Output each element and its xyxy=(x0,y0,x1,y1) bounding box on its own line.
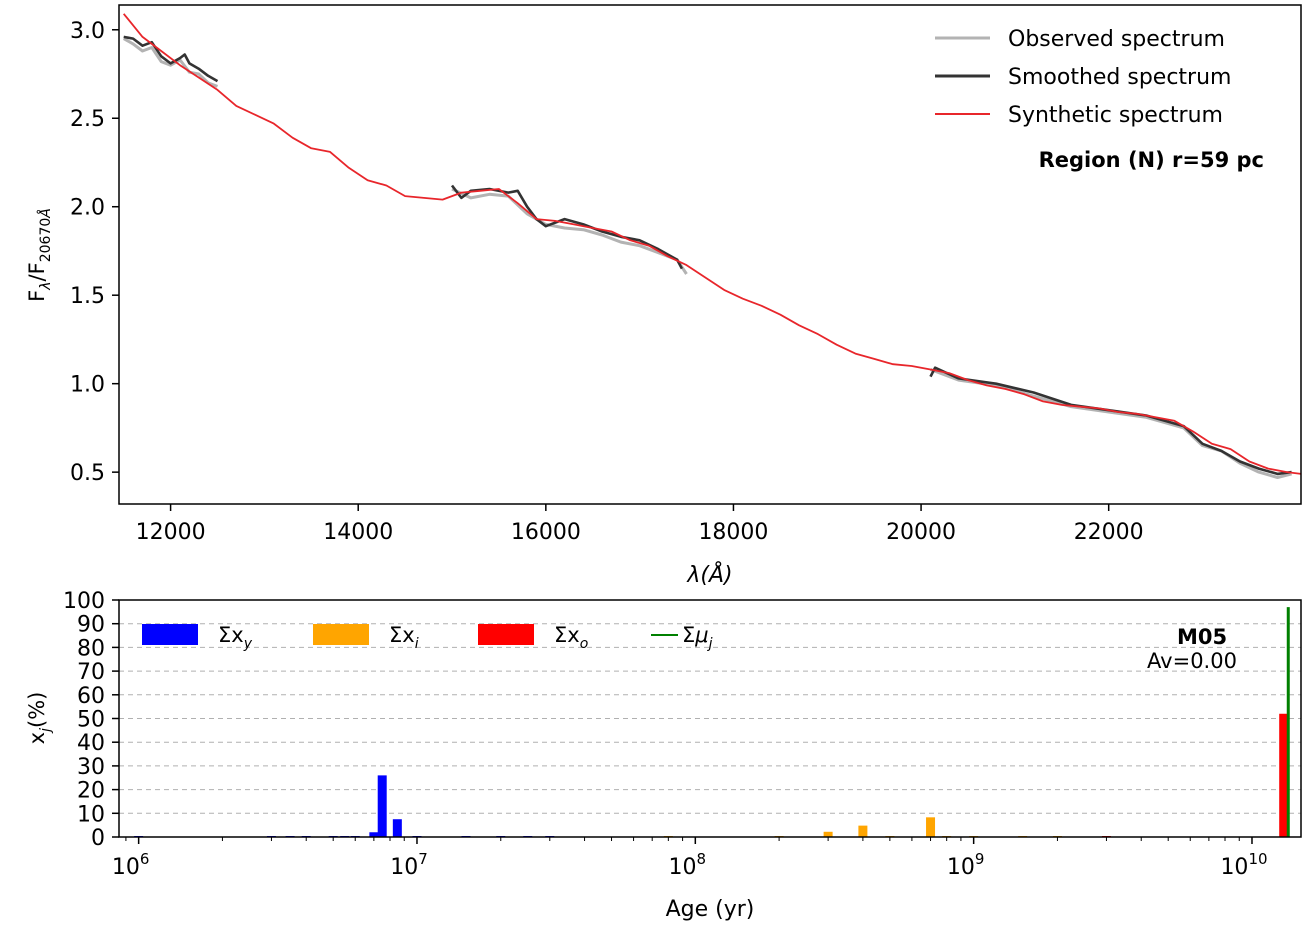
population-y-tick-label: 80 xyxy=(77,636,105,661)
spectrum-y-tick-label: 2.0 xyxy=(70,196,105,221)
population-bars-group xyxy=(134,607,1290,837)
legend-swatch-young xyxy=(142,624,198,645)
population-y-tick-label: 70 xyxy=(77,660,105,685)
spectrum-legend: Observed spectrum Smoothed spectrum Synt… xyxy=(935,27,1231,128)
population-y-tick-label: 40 xyxy=(77,731,105,756)
legend-label-observed: Observed spectrum xyxy=(1008,27,1225,52)
spectrum-x-tick-label: 18000 xyxy=(698,520,768,545)
population-y-tick-label: 90 xyxy=(77,613,105,638)
population-y-tick-label: 50 xyxy=(77,708,105,733)
population-y-tick-label: 20 xyxy=(77,779,105,804)
population-x-tick-label: 109 xyxy=(947,850,985,880)
population-bar-young xyxy=(392,819,402,837)
legend-label-synthetic: Synthetic spectrum xyxy=(1008,103,1223,128)
spectrum-x-tick-label: 22000 xyxy=(1074,520,1144,545)
legend-swatch-intermediate xyxy=(313,624,369,645)
spectrum-y-tick-label: 3.0 xyxy=(70,19,105,44)
population-x-axis-label: Age (yr) xyxy=(666,897,755,922)
spectrum-line-observed-0 xyxy=(122,37,219,88)
legend-label-young: Σxy xyxy=(218,623,253,652)
extinction-annotation: Av=0.00 xyxy=(1147,649,1237,673)
population-y-tick-label: 0 xyxy=(91,826,105,851)
spectrum-x-tick-label: 16000 xyxy=(511,520,581,545)
spectrum-x-tick-label: 12000 xyxy=(136,520,206,545)
spectrum-y-axis-label: Fλ/F20670Å xyxy=(25,208,54,302)
region-annotation: Region (N) r=59 pc xyxy=(1039,148,1264,172)
population-panel: 106 107 108 109 1010 0102030405060708090100 … xyxy=(25,589,1302,922)
legend-label-smoothed: Smoothed spectrum xyxy=(1008,65,1231,90)
population-y-tick-label: 10 xyxy=(77,802,105,827)
population-grid xyxy=(119,623,1301,814)
population-bar-young xyxy=(369,832,379,837)
spectrum-line-synthetic-0 xyxy=(123,13,1302,475)
legend-swatch-old xyxy=(478,624,534,645)
spectrum-panel: 12000 14000 16000 18000 20000 22000 0.5 1.0 1.5… xyxy=(25,4,1302,588)
population-y-tick-label: 30 xyxy=(77,755,105,780)
spectrum-series-group xyxy=(122,13,1302,479)
spectrum-y-tick-label: 0.5 xyxy=(70,461,105,486)
spectrum-y-tick-label: 2.5 xyxy=(70,107,105,132)
population-x-ticks: 106 107 108 109 1010 xyxy=(112,837,1268,880)
population-x-tick-label: 1010 xyxy=(1220,850,1267,880)
population-y-tick-label: 60 xyxy=(77,684,105,709)
population-bar-young xyxy=(377,775,387,837)
spectrum-line-observed-2 xyxy=(929,368,1292,479)
spectrum-x-axis-label: λ(Å) xyxy=(686,561,732,588)
spectrum-x-ticks: 12000 14000 16000 18000 20000 22000 xyxy=(136,504,1144,545)
population-x-tick-label: 107 xyxy=(390,850,428,880)
spectrum-y-tick-label: 1.0 xyxy=(70,373,105,398)
spectrum-y-tick-label: 1.5 xyxy=(70,284,105,309)
model-annotation: M05 xyxy=(1177,625,1227,649)
spectrum-x-tick-label: 20000 xyxy=(886,520,956,545)
spectrum-line-observed-1 xyxy=(451,187,688,275)
spectrum-y-ticks: 0.5 1.0 1.5 2.0 2.5 3.0 xyxy=(70,19,119,486)
population-x-tick-label: 108 xyxy=(669,850,707,880)
population-bar-intermediate xyxy=(823,831,833,837)
population-y-axis-label: xj(%) xyxy=(25,692,54,745)
spectrum-line-smoothed-1 xyxy=(450,184,684,270)
spectrum-x-tick-label: 14000 xyxy=(323,520,393,545)
population-y-tick-label: 100 xyxy=(63,589,105,614)
population-bar-old xyxy=(1279,713,1289,837)
spectrum-axes-frame xyxy=(118,4,1302,505)
population-bar-intermediate xyxy=(858,825,868,837)
population-bar-intermediate xyxy=(926,817,936,837)
population-x-tick-label: 106 xyxy=(112,850,150,880)
